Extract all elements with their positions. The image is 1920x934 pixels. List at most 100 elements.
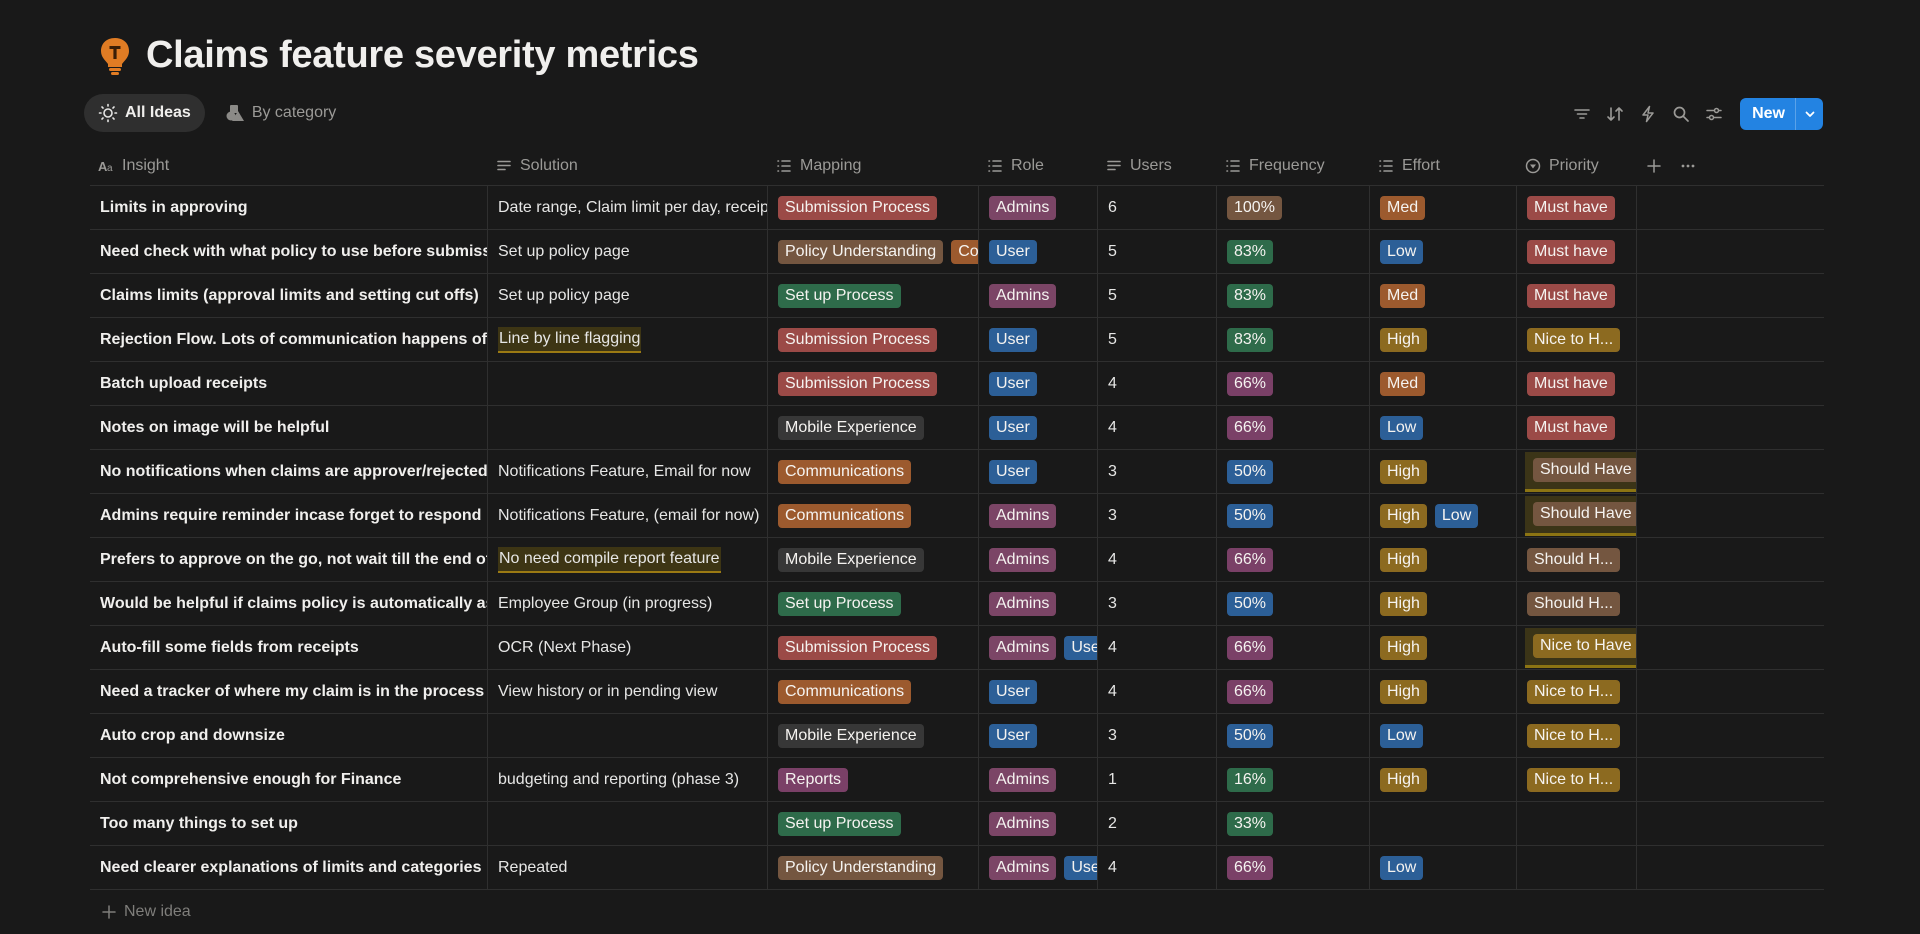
priority-cell[interactable]: Must have [1517, 362, 1637, 405]
table-row[interactable]: Would be helpful if claims policy is aut… [90, 582, 1824, 626]
role-cell[interactable]: User [979, 450, 1098, 493]
effort-cell[interactable]: High [1370, 318, 1517, 361]
insight-cell[interactable]: Notes on image will be helpful [90, 406, 488, 449]
priority-cell[interactable]: Must have [1517, 406, 1637, 449]
priority-cell[interactable]: Should Have [1517, 450, 1637, 493]
solution-cell[interactable]: Set up policy page [488, 230, 768, 273]
solution-cell[interactable] [488, 362, 768, 405]
insight-cell[interactable]: Need check with what policy to use befor… [90, 230, 488, 273]
priority-cell[interactable]: Should H... [1517, 582, 1637, 625]
solution-cell[interactable]: Notifications Feature, Email for now [488, 450, 768, 493]
lightbulb-icon[interactable] [98, 36, 132, 76]
solution-cell[interactable]: Line by line flagging [488, 318, 768, 361]
insight-cell[interactable]: Would be helpful if claims policy is aut… [90, 582, 488, 625]
mapping-cell[interactable]: Submission Process [768, 318, 979, 361]
new-button[interactable]: New [1752, 105, 1785, 122]
users-cell[interactable]: 4 [1098, 626, 1217, 669]
mapping-cell[interactable]: Submission Process [768, 186, 979, 229]
role-cell[interactable]: Admins [979, 494, 1098, 537]
frequency-cell[interactable]: 83% [1217, 230, 1370, 273]
effort-cell[interactable]: High [1370, 538, 1517, 581]
table-row[interactable]: Limits in approving Date range, Claim li… [90, 186, 1824, 230]
solution-cell[interactable] [488, 406, 768, 449]
users-cell[interactable]: 4 [1098, 670, 1217, 713]
insight-cell[interactable]: Batch upload receipts [90, 362, 488, 405]
mapping-cell[interactable]: Submission Process [768, 362, 979, 405]
table-row[interactable]: Auto-fill some fields from receipts OCR … [90, 626, 1824, 670]
tab-by-category[interactable]: By category [211, 94, 350, 132]
column-header-users[interactable]: Users [1098, 146, 1217, 185]
frequency-cell[interactable]: 66% [1217, 626, 1370, 669]
role-cell[interactable]: Admins User [979, 626, 1098, 669]
effort-cell[interactable]: Med [1370, 362, 1517, 405]
users-cell[interactable]: 4 [1098, 538, 1217, 581]
users-cell[interactable]: 5 [1098, 274, 1217, 317]
priority-cell[interactable]: Nice to H... [1517, 714, 1637, 757]
view-settings-button[interactable] [1697, 98, 1730, 130]
priority-cell[interactable]: Must have [1517, 186, 1637, 229]
more-options-button[interactable] [1671, 146, 1705, 185]
effort-cell[interactable]: High [1370, 758, 1517, 801]
new-options-button[interactable] [1795, 98, 1823, 130]
solution-cell[interactable]: View history or in pending view [488, 670, 768, 713]
insight-cell[interactable]: Claims limits (approval limits and setti… [90, 274, 488, 317]
frequency-cell[interactable]: 83% [1217, 274, 1370, 317]
insight-cell[interactable]: Too many things to set up [90, 802, 488, 845]
insight-cell[interactable]: Need a tracker of where my claim is in t… [90, 670, 488, 713]
solution-cell[interactable]: Set up policy page [488, 274, 768, 317]
table-row[interactable]: Need check with what policy to use befor… [90, 230, 1824, 274]
role-cell[interactable]: User [979, 362, 1098, 405]
effort-cell[interactable]: High [1370, 582, 1517, 625]
tab-all-ideas[interactable]: All Ideas [84, 94, 205, 132]
table-row[interactable]: Claims limits (approval limits and setti… [90, 274, 1824, 318]
column-header-mapping[interactable]: Mapping [768, 146, 979, 185]
priority-cell[interactable]: Should Have [1517, 494, 1637, 537]
mapping-cell[interactable]: Communications [768, 494, 979, 537]
mapping-cell[interactable]: Reports [768, 758, 979, 801]
users-cell[interactable]: 4 [1098, 362, 1217, 405]
users-cell[interactable]: 5 [1098, 318, 1217, 361]
solution-cell[interactable]: OCR (Next Phase) [488, 626, 768, 669]
mapping-cell[interactable]: Set up Process [768, 802, 979, 845]
frequency-cell[interactable]: 66% [1217, 846, 1370, 889]
insight-cell[interactable]: No notifications when claims are approve… [90, 450, 488, 493]
users-cell[interactable]: 3 [1098, 714, 1217, 757]
solution-cell[interactable]: Employee Group (in progress) [488, 582, 768, 625]
effort-cell[interactable]: Low [1370, 230, 1517, 273]
insight-cell[interactable]: Rejection Flow. Lots of communication ha… [90, 318, 488, 361]
table-row[interactable]: Need clearer explanations of limits and … [90, 846, 1824, 890]
priority-cell[interactable]: Must have [1517, 230, 1637, 273]
table-row[interactable]: Not comprehensive enough for Finance bud… [90, 758, 1824, 802]
insight-cell[interactable]: Auto-fill some fields from receipts [90, 626, 488, 669]
table-row[interactable]: Admins require reminder incase forget to… [90, 494, 1824, 538]
users-cell[interactable]: 3 [1098, 450, 1217, 493]
mapping-cell[interactable]: Set up Process [768, 582, 979, 625]
mapping-cell[interactable]: Mobile Experience [768, 538, 979, 581]
role-cell[interactable]: Admins [979, 538, 1098, 581]
frequency-cell[interactable]: 33% [1217, 802, 1370, 845]
table-row[interactable]: Need a tracker of where my claim is in t… [90, 670, 1824, 714]
frequency-cell[interactable]: 66% [1217, 406, 1370, 449]
insight-cell[interactable]: Limits in approving [90, 186, 488, 229]
users-cell[interactable]: 3 [1098, 494, 1217, 537]
sort-button[interactable] [1598, 98, 1631, 130]
effort-cell[interactable]: High [1370, 626, 1517, 669]
solution-cell[interactable]: No need compile report feature [488, 538, 768, 581]
table-row[interactable]: Notes on image will be helpful Mobile Ex… [90, 406, 1824, 450]
users-cell[interactable]: 6 [1098, 186, 1217, 229]
mapping-cell[interactable]: Mobile Experience [768, 406, 979, 449]
solution-cell[interactable]: Notifications Feature, (email for now) [488, 494, 768, 537]
effort-cell[interactable]: Low [1370, 846, 1517, 889]
frequency-cell[interactable]: 50% [1217, 494, 1370, 537]
frequency-cell[interactable]: 50% [1217, 714, 1370, 757]
priority-cell[interactable]: Must have [1517, 274, 1637, 317]
automation-button[interactable] [1631, 98, 1664, 130]
priority-cell[interactable]: Nice to H... [1517, 758, 1637, 801]
role-cell[interactable]: Admins [979, 758, 1098, 801]
effort-cell[interactable]: High Low [1370, 494, 1517, 537]
frequency-cell[interactable]: 50% [1217, 582, 1370, 625]
table-row[interactable]: Rejection Flow. Lots of communication ha… [90, 318, 1824, 362]
solution-cell[interactable]: Date range, Claim limit per day, receipt… [488, 186, 768, 229]
priority-cell[interactable]: Nice to H... [1517, 318, 1637, 361]
